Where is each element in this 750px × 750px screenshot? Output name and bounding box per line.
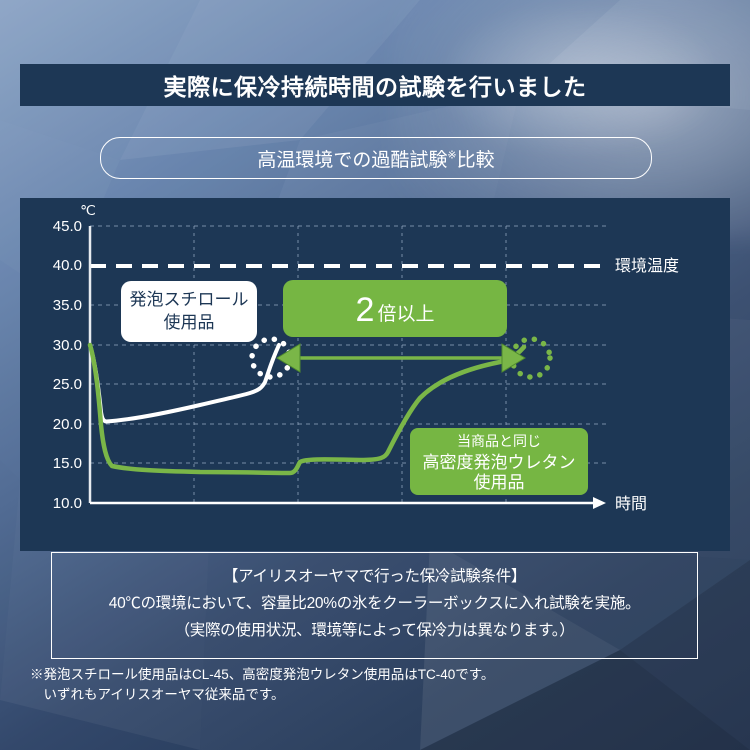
svg-text:15.0: 15.0 — [53, 455, 82, 472]
svg-text:使用品: 使用品 — [164, 312, 215, 332]
svg-text:40.0: 40.0 — [53, 257, 82, 274]
svg-text:使用品: 使用品 — [474, 472, 525, 492]
svg-text:当商品と同じ: 当商品と同じ — [457, 433, 541, 449]
svg-text:45.0: 45.0 — [53, 218, 82, 235]
svg-text:環境温度: 環境温度 — [615, 256, 679, 275]
svg-text:25.0: 25.0 — [53, 376, 82, 393]
svg-text:発泡スチロール: 発泡スチロール — [130, 290, 249, 309]
svg-text:30.0: 30.0 — [53, 337, 82, 354]
svg-text:時間: 時間 — [615, 495, 647, 513]
svg-text:10.0: 10.0 — [53, 495, 82, 512]
svg-text:高密度発泡ウレタン: 高密度発泡ウレタン — [423, 453, 576, 472]
svg-text:20.0: 20.0 — [53, 416, 82, 433]
svg-text:℃: ℃ — [80, 202, 96, 218]
svg-text:35.0: 35.0 — [53, 297, 82, 314]
